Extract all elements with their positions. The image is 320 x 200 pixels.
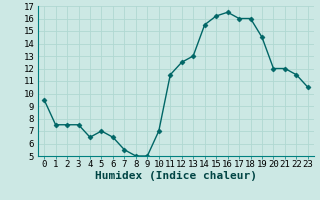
X-axis label: Humidex (Indice chaleur): Humidex (Indice chaleur) — [95, 171, 257, 181]
